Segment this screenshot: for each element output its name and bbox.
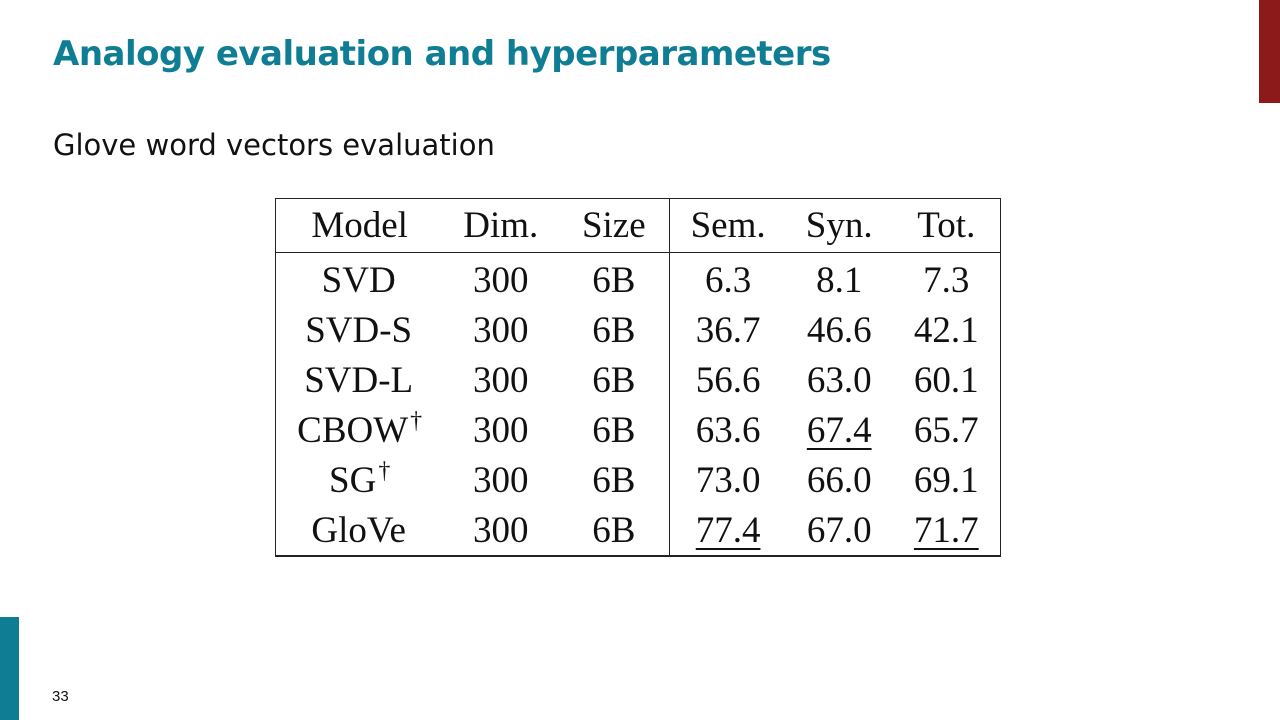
- cell-model: SG†: [276, 455, 444, 505]
- value-sem: 56.6: [695, 359, 761, 401]
- header-syn: Syn.: [785, 198, 893, 253]
- model-name: SG: [329, 460, 377, 501]
- page-number: 33: [52, 688, 69, 705]
- table-row: SVD-L 300 6B 56.6 63.0 60.1: [276, 355, 1001, 405]
- value-tot: 71.7: [913, 509, 979, 551]
- value-syn: 67.4: [806, 409, 872, 451]
- table-header-row: Model Dim. Size Sem. Syn. Tot.: [275, 198, 1001, 253]
- slide-title: Analogy evaluation and hyperparameters: [53, 34, 831, 74]
- value-syn: 8.1: [816, 259, 863, 301]
- model-name: CBOW: [297, 410, 409, 451]
- cell-dim: 300: [472, 359, 529, 401]
- cell-sem: 77.4: [669, 505, 786, 556]
- cell-model: CBOW†: [276, 405, 444, 455]
- cell-model: GloVe: [276, 505, 444, 556]
- cell-size: 6B: [592, 409, 636, 451]
- cell-sem: 56.6: [669, 355, 786, 405]
- value-sem: 6.3: [704, 259, 752, 301]
- value-sem: 36.7: [695, 309, 761, 351]
- cell-syn: 67.0: [786, 505, 893, 556]
- cell-dim: 300: [472, 409, 529, 451]
- cell-syn: 67.4: [786, 405, 893, 455]
- table-row: GloVe 300 6B 77.4 67.0 71.7: [276, 505, 1001, 556]
- header-model: Model: [275, 198, 444, 253]
- value-syn: 67.0: [806, 509, 872, 551]
- model-name: SVD-L: [304, 360, 414, 401]
- model-name: SVD: [321, 260, 396, 301]
- cell-dim: 300: [472, 259, 529, 301]
- cell-model: SVD-L: [276, 355, 444, 405]
- cell-sem: 36.7: [669, 305, 786, 355]
- value-tot: 60.1: [913, 359, 979, 401]
- model-name: GloVe: [311, 510, 406, 551]
- corner-accent-bar: [1259, 0, 1280, 103]
- cell-sem: 63.6: [669, 405, 786, 455]
- dagger-mark: †: [378, 458, 391, 484]
- model-name: SVD-S: [305, 310, 413, 351]
- cell-sem: 73.0: [669, 455, 786, 505]
- cell-model: SVD: [276, 253, 444, 306]
- value-syn: 63.0: [806, 359, 872, 401]
- cell-syn: 66.0: [786, 455, 893, 505]
- cell-model: SVD-S: [276, 305, 444, 355]
- cell-dim: 300: [472, 309, 529, 351]
- table-row: SG† 300 6B 73.0 66.0 69.1: [276, 455, 1001, 505]
- table-row: SVD 300 6B 6.3 8.1 7.3: [276, 252, 1001, 306]
- cell-size: 6B: [592, 459, 636, 501]
- cell-tot: 65.7: [893, 405, 1001, 455]
- value-sem: 63.6: [695, 409, 761, 451]
- value-tot: 69.1: [913, 459, 979, 501]
- value-tot: 65.7: [913, 409, 979, 451]
- cell-dim: 300: [472, 509, 529, 551]
- value-sem: 77.4: [695, 509, 761, 551]
- header-sem: Sem.: [669, 198, 786, 253]
- header-tot: Tot.: [892, 198, 1001, 253]
- cell-tot: 42.1: [893, 305, 1001, 355]
- value-sem: 73.0: [695, 459, 761, 501]
- header-size: Size: [558, 198, 670, 253]
- table-row: SVD-S 300 6B 36.7 46.6 42.1: [276, 305, 1001, 355]
- cell-dim: 300: [472, 459, 529, 501]
- slide-subtitle: Glove word vectors evaluation: [53, 128, 495, 162]
- cell-syn: 46.6: [786, 305, 893, 355]
- cell-tot: 69.1: [893, 455, 1001, 505]
- cell-size: 6B: [592, 359, 636, 401]
- value-tot: 42.1: [913, 309, 979, 351]
- table-row: CBOW† 300 6B 63.6 67.4 65.7: [276, 405, 1001, 455]
- cell-size: 6B: [592, 509, 636, 551]
- cell-tot: 60.1: [893, 355, 1001, 405]
- cell-tot: 71.7: [893, 505, 1001, 556]
- cell-tot: 7.3: [893, 253, 1001, 306]
- value-tot: 7.3: [923, 259, 970, 301]
- value-syn: 66.0: [806, 459, 872, 501]
- cell-size: 6B: [592, 259, 636, 301]
- cell-syn: 63.0: [786, 355, 893, 405]
- value-syn: 46.6: [806, 309, 872, 351]
- cell-syn: 8.1: [786, 253, 893, 306]
- header-dim: Dim.: [443, 198, 559, 253]
- glove-results-table: Model Dim. Size Sem. Syn. Tot. SVD 300 6…: [275, 198, 1001, 557]
- cell-sem: 6.3: [669, 252, 786, 305]
- dagger-mark: †: [410, 408, 423, 434]
- cell-size: 6B: [592, 309, 636, 351]
- left-accent-bar: [0, 617, 19, 720]
